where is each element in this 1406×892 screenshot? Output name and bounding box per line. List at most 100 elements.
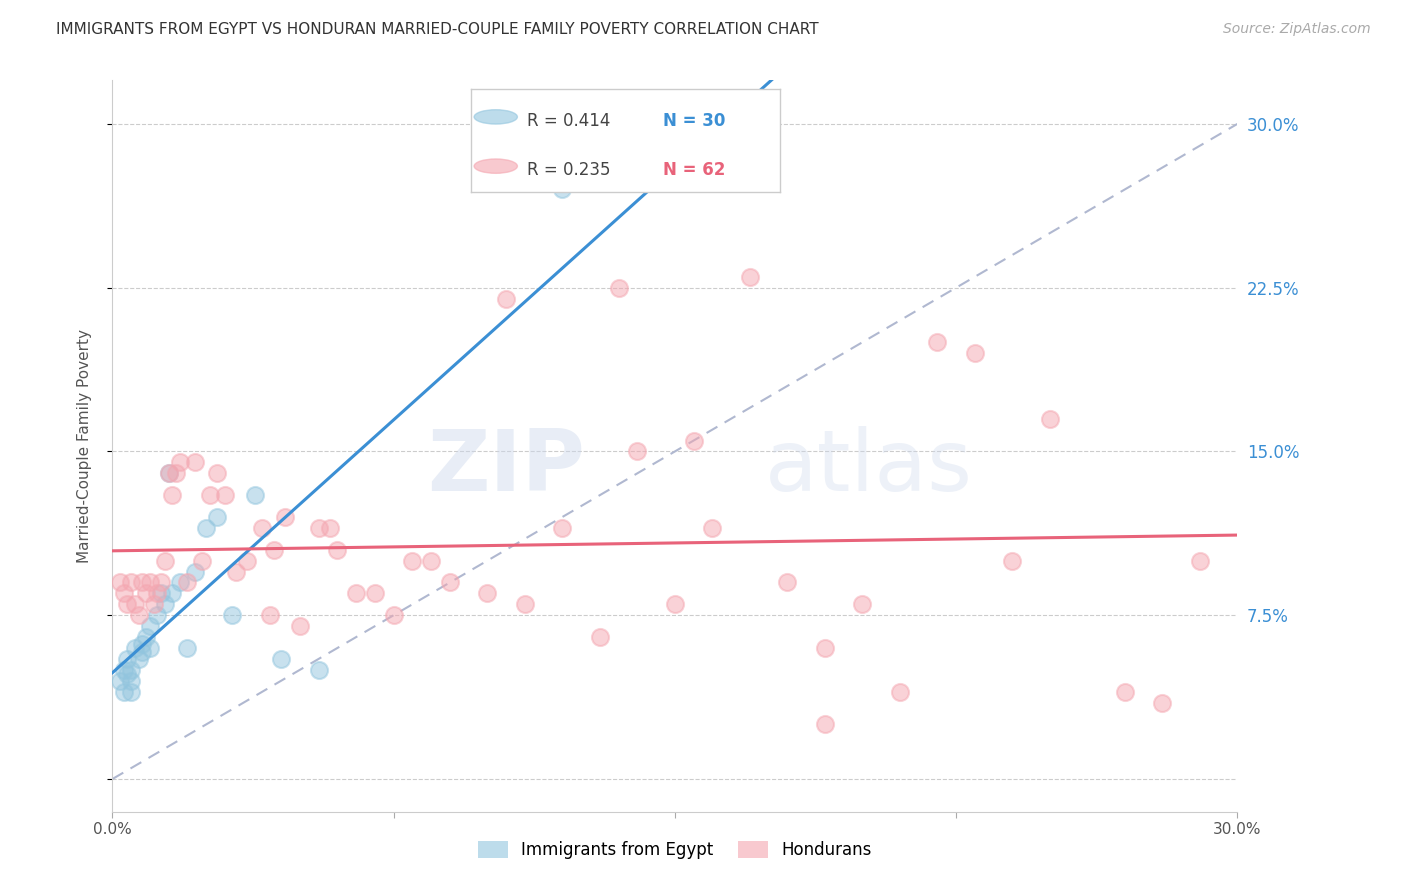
Point xyxy=(607,281,630,295)
Point xyxy=(176,640,198,655)
Point xyxy=(401,554,423,568)
Point xyxy=(184,565,207,579)
Point xyxy=(135,586,157,600)
Point xyxy=(252,521,274,535)
Point xyxy=(120,673,142,688)
Text: N = 62: N = 62 xyxy=(662,161,725,179)
Point xyxy=(139,640,162,655)
Point xyxy=(195,521,218,535)
Point xyxy=(477,586,499,600)
Point xyxy=(664,597,686,611)
Point xyxy=(851,597,873,611)
Point xyxy=(420,554,443,568)
Point xyxy=(112,684,135,698)
Point xyxy=(319,521,342,535)
Point xyxy=(439,575,461,590)
Point xyxy=(243,488,266,502)
Point xyxy=(157,467,180,481)
Point xyxy=(146,608,169,623)
Point xyxy=(169,575,191,590)
Point xyxy=(270,652,292,666)
Point xyxy=(124,597,146,611)
Point xyxy=(117,667,139,681)
Point xyxy=(117,652,139,666)
Point xyxy=(142,597,165,611)
Circle shape xyxy=(474,159,517,173)
Point xyxy=(207,510,229,524)
Point xyxy=(702,521,724,535)
Point xyxy=(776,575,799,590)
Point xyxy=(927,335,949,350)
Circle shape xyxy=(474,110,517,124)
Point xyxy=(131,575,153,590)
Point xyxy=(162,586,184,600)
Point xyxy=(308,663,330,677)
Point xyxy=(308,521,330,535)
Point xyxy=(191,554,214,568)
Point xyxy=(169,455,191,469)
Point xyxy=(124,640,146,655)
Point xyxy=(259,608,281,623)
Point xyxy=(117,597,139,611)
Point xyxy=(139,575,162,590)
Text: atlas: atlas xyxy=(765,426,973,509)
Point xyxy=(108,673,131,688)
Point xyxy=(738,269,761,284)
Point xyxy=(162,488,184,502)
Point xyxy=(128,608,150,623)
Point xyxy=(128,652,150,666)
Point xyxy=(364,586,387,600)
Point xyxy=(814,717,837,731)
Point xyxy=(153,597,176,611)
Point xyxy=(225,565,247,579)
Point xyxy=(513,597,536,611)
Point xyxy=(165,467,187,481)
Point xyxy=(112,586,135,600)
Point xyxy=(1039,411,1062,425)
Text: Source: ZipAtlas.com: Source: ZipAtlas.com xyxy=(1223,22,1371,37)
Point xyxy=(198,488,221,502)
Point xyxy=(120,663,142,677)
Point xyxy=(551,182,574,196)
Point xyxy=(108,575,131,590)
Point xyxy=(288,619,311,633)
Point xyxy=(139,619,162,633)
Point xyxy=(551,521,574,535)
Point xyxy=(150,586,173,600)
Point xyxy=(326,542,349,557)
Point xyxy=(814,640,837,655)
Point xyxy=(589,630,612,644)
Point xyxy=(120,684,142,698)
Point xyxy=(221,608,243,623)
Point xyxy=(120,575,142,590)
Point xyxy=(274,510,297,524)
Point xyxy=(889,684,911,698)
Point xyxy=(344,586,367,600)
Point xyxy=(495,292,517,306)
Point xyxy=(626,444,648,458)
Legend: Immigrants from Egypt, Hondurans: Immigrants from Egypt, Hondurans xyxy=(471,834,879,865)
Point xyxy=(150,575,173,590)
Y-axis label: Married-Couple Family Poverty: Married-Couple Family Poverty xyxy=(77,329,91,563)
Point xyxy=(135,630,157,644)
Text: ZIP: ZIP xyxy=(427,426,585,509)
Point xyxy=(157,467,180,481)
Point xyxy=(153,554,176,568)
Point xyxy=(146,586,169,600)
Point xyxy=(1114,684,1136,698)
Point xyxy=(1152,696,1174,710)
Point xyxy=(112,663,135,677)
Point xyxy=(1188,554,1211,568)
Point xyxy=(382,608,405,623)
Point xyxy=(184,455,207,469)
Point xyxy=(963,346,986,360)
Point xyxy=(263,542,285,557)
Text: R = 0.235: R = 0.235 xyxy=(527,161,610,179)
Text: R = 0.414: R = 0.414 xyxy=(527,112,610,130)
Point xyxy=(207,467,229,481)
Point xyxy=(214,488,236,502)
Text: IMMIGRANTS FROM EGYPT VS HONDURAN MARRIED-COUPLE FAMILY POVERTY CORRELATION CHAR: IMMIGRANTS FROM EGYPT VS HONDURAN MARRIE… xyxy=(56,22,818,37)
Point xyxy=(236,554,259,568)
Point xyxy=(131,645,153,659)
Point xyxy=(1001,554,1024,568)
